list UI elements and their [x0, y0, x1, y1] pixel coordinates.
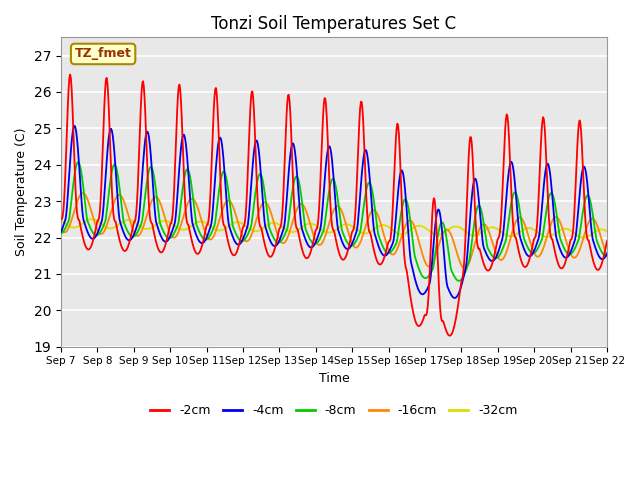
Y-axis label: Soil Temperature (C): Soil Temperature (C) — [15, 128, 28, 256]
X-axis label: Time: Time — [319, 372, 349, 385]
Title: Tonzi Soil Temperatures Set C: Tonzi Soil Temperatures Set C — [211, 15, 456, 33]
Legend: -2cm, -4cm, -8cm, -16cm, -32cm: -2cm, -4cm, -8cm, -16cm, -32cm — [145, 399, 522, 422]
Text: TZ_fmet: TZ_fmet — [75, 48, 132, 60]
